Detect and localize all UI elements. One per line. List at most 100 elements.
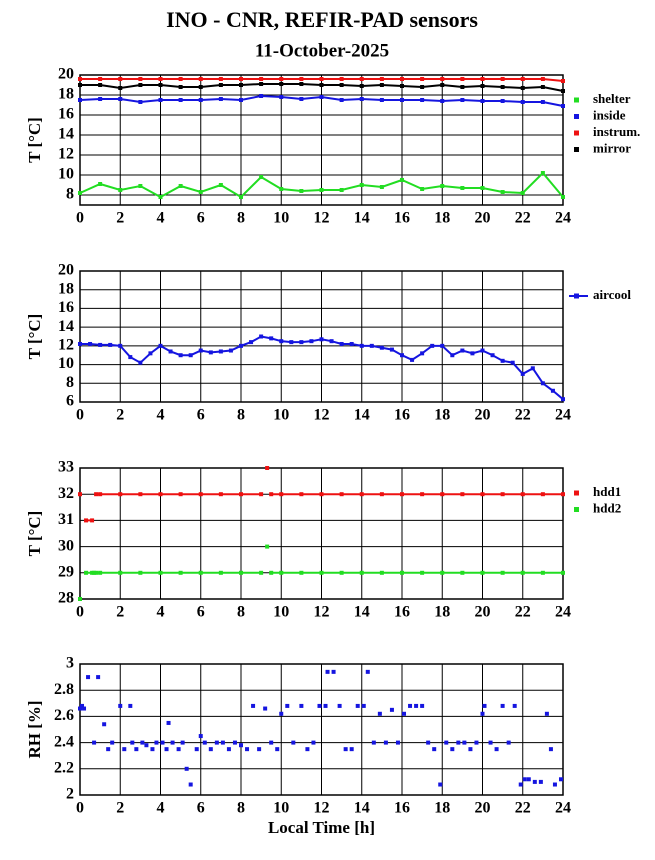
y-tick-label: 12 <box>58 337 74 354</box>
marker <box>299 492 304 497</box>
marker <box>178 98 183 102</box>
marker <box>389 347 394 352</box>
marker <box>319 492 324 497</box>
x-tick-label: 6 <box>197 800 205 817</box>
point <box>269 740 274 745</box>
point <box>299 703 304 708</box>
chart-subtitle: 11-October-2025 <box>255 40 389 61</box>
marker <box>319 77 324 81</box>
marker <box>279 82 284 86</box>
point <box>343 747 348 752</box>
y-tick-label: 31 <box>58 511 74 528</box>
marker <box>460 85 465 89</box>
y-tick-label: 2.4 <box>54 733 74 750</box>
point <box>552 782 557 787</box>
marker <box>218 492 223 497</box>
y-tick-label: 29 <box>58 563 74 580</box>
x-tick-label: 20 <box>475 407 491 424</box>
marker <box>158 98 163 102</box>
x-tick-label: 14 <box>354 407 370 424</box>
point <box>355 703 360 708</box>
marker <box>92 570 97 575</box>
marker <box>118 570 123 575</box>
marker <box>259 492 264 497</box>
marker <box>420 77 425 81</box>
marker <box>540 381 545 386</box>
marker <box>561 492 565 497</box>
marker <box>460 348 465 353</box>
marker <box>420 492 425 497</box>
y-tick-label: 16 <box>58 299 74 316</box>
point <box>257 747 262 752</box>
marker <box>178 570 183 575</box>
y-tick-label: 12 <box>58 146 74 163</box>
marker <box>460 492 465 497</box>
point <box>106 747 111 752</box>
marker <box>480 492 485 497</box>
marker <box>540 171 545 175</box>
marker <box>118 188 123 192</box>
marker <box>460 98 465 102</box>
marker <box>78 77 82 81</box>
legend-label: mirror <box>593 140 631 155</box>
point <box>208 747 213 752</box>
marker <box>78 597 82 601</box>
point <box>144 743 149 748</box>
marker <box>460 77 465 81</box>
point <box>86 675 91 680</box>
point <box>82 706 87 711</box>
y-tick-label: 18 <box>58 86 74 103</box>
y-axis-label: RH [%] <box>25 700 44 758</box>
point <box>506 740 511 745</box>
y-tick-label: 32 <box>58 485 74 502</box>
point <box>488 740 493 745</box>
point <box>325 669 330 674</box>
x-tick-label: 10 <box>273 407 289 424</box>
marker <box>299 189 304 193</box>
marker <box>178 492 183 497</box>
x-tick-label: 12 <box>314 210 330 227</box>
marker <box>561 79 565 83</box>
marker <box>520 492 525 497</box>
point <box>198 734 203 739</box>
point <box>480 711 485 716</box>
marker <box>299 97 304 101</box>
x-tick-label: 10 <box>273 210 289 227</box>
legend-marker <box>574 293 579 299</box>
marker <box>319 95 324 99</box>
point <box>184 766 189 771</box>
marker <box>118 77 123 81</box>
point <box>96 675 101 680</box>
x-tick-label: 20 <box>475 604 491 621</box>
marker <box>289 340 294 345</box>
marker <box>158 83 163 87</box>
legend-label: inside <box>593 107 626 122</box>
marker <box>319 83 324 87</box>
x-tick-label: 24 <box>555 800 571 817</box>
marker <box>84 518 89 523</box>
marker <box>94 570 99 575</box>
marker <box>208 350 213 355</box>
x-tick-label: 12 <box>314 604 330 621</box>
x-tick-label: 0 <box>76 604 84 621</box>
y-tick-label: 14 <box>58 126 74 143</box>
marker <box>420 351 425 356</box>
marker <box>359 97 364 101</box>
marker <box>561 397 565 402</box>
x-tick-label: 24 <box>555 210 571 227</box>
legend-marker <box>574 490 579 496</box>
x-tick-label: 12 <box>314 800 330 817</box>
marker <box>400 492 404 497</box>
y-tick-label: 16 <box>58 106 74 123</box>
marker <box>98 77 103 81</box>
marker <box>128 355 133 360</box>
marker <box>259 77 264 81</box>
marker <box>239 83 243 87</box>
point <box>251 703 256 708</box>
marker <box>480 570 485 575</box>
marker <box>138 83 143 87</box>
marker <box>540 85 545 89</box>
marker <box>339 492 344 497</box>
marker <box>480 84 485 88</box>
marker <box>561 195 565 199</box>
